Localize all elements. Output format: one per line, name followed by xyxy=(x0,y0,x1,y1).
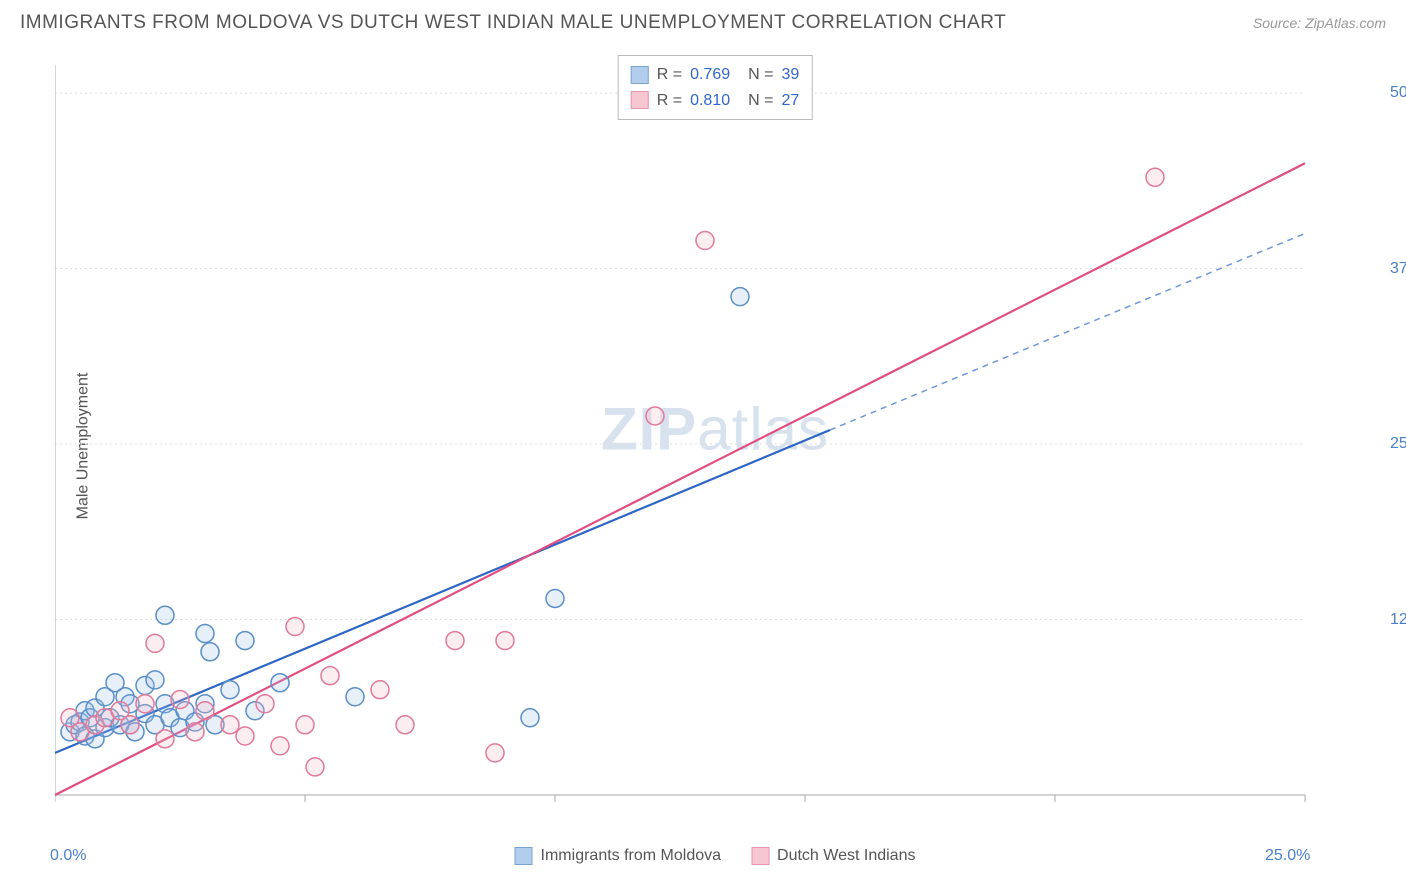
y-tick-label: 25.0% xyxy=(1380,435,1406,453)
y-tick-label: 37.5% xyxy=(1380,260,1406,278)
correlation-legend: R = 0.769 N = 39 R = 0.810 N = 27 xyxy=(618,55,813,120)
legend-r-value: 0.769 xyxy=(690,62,730,88)
series-name: Immigrants from Moldova xyxy=(541,847,722,865)
legend-swatch xyxy=(515,847,533,865)
source-label: Source: ZipAtlas.com xyxy=(1253,15,1386,31)
legend-n-label: N = xyxy=(748,88,773,114)
legend-swatch xyxy=(751,847,769,865)
series-name: Dutch West Indians xyxy=(777,847,915,865)
legend-r-value: 0.810 xyxy=(690,88,730,114)
x-tick-label: 0.0% xyxy=(50,847,86,865)
legend-row: R = 0.810 N = 27 xyxy=(631,88,800,114)
chart-title: IMMIGRANTS FROM MOLDOVA VS DUTCH WEST IN… xyxy=(20,12,1006,34)
legend-n-value: 27 xyxy=(781,88,799,114)
legend-n-label: N = xyxy=(748,62,773,88)
y-tick-label: 50.0% xyxy=(1380,84,1406,102)
plot-area: ZIPatlas R = 0.769 N = 39 R = 0.810 N = … xyxy=(55,55,1375,835)
series-legend-item: Dutch West Indians xyxy=(751,847,915,865)
legend-row: R = 0.769 N = 39 xyxy=(631,62,800,88)
y-tick-label: 12.5% xyxy=(1380,611,1406,629)
legend-swatch xyxy=(631,66,649,84)
chart-svg xyxy=(55,55,1375,835)
legend-n-value: 39 xyxy=(781,62,799,88)
legend-r-label: R = xyxy=(657,88,682,114)
x-tick-label: 25.0% xyxy=(1265,847,1310,865)
series-legend: Immigrants from Moldova Dutch West India… xyxy=(515,847,916,865)
legend-r-label: R = xyxy=(657,62,682,88)
series-legend-item: Immigrants from Moldova xyxy=(515,847,722,865)
legend-swatch xyxy=(631,91,649,109)
